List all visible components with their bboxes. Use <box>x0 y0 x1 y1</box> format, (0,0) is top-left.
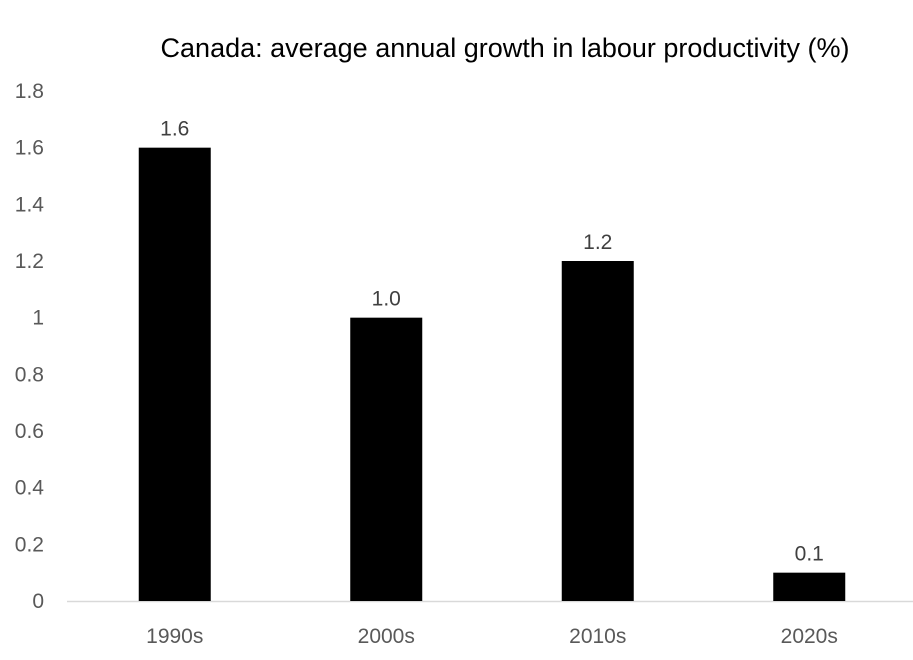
data-labels-group: 1.6 1.0 1.2 0.1 <box>160 118 824 566</box>
y-tick-label: 1.6 <box>15 137 44 160</box>
data-label: 1.2 <box>583 231 612 254</box>
bar-2020s <box>773 572 846 601</box>
y-tick-label: 0.2 <box>15 533 44 556</box>
y-tick-label: 1.4 <box>15 193 45 216</box>
x-tick-label: 2000s <box>358 625 415 648</box>
bar-2000s <box>350 317 423 601</box>
y-tick-label: 0.8 <box>15 363 44 386</box>
data-label: 0.1 <box>795 543 824 566</box>
x-axis-ticks: 1990s 2000s 2010s 2020s <box>146 625 838 648</box>
x-tick-label: 1990s <box>146 625 203 648</box>
y-axis-ticks: 0 0.2 0.4 0.6 0.8 1 1.2 1.4 1.6 1.8 <box>15 80 45 613</box>
bar-2010s <box>561 261 634 601</box>
chart-title: Canada: average annual growth in labour … <box>161 33 850 63</box>
y-tick-label: 1 <box>32 307 44 330</box>
data-label: 1.6 <box>160 118 189 141</box>
y-tick-label: 0.4 <box>15 477 45 500</box>
data-label: 1.0 <box>372 288 401 311</box>
y-tick-label: 1.8 <box>15 80 44 103</box>
x-tick-label: 2020s <box>781 625 838 648</box>
x-tick-label: 2010s <box>569 625 626 648</box>
bars-group <box>138 147 846 601</box>
y-tick-label: 0 <box>32 590 44 613</box>
y-tick-label: 1.2 <box>15 250 44 273</box>
bar-1990s <box>138 147 211 601</box>
y-tick-label: 0.6 <box>15 420 44 443</box>
